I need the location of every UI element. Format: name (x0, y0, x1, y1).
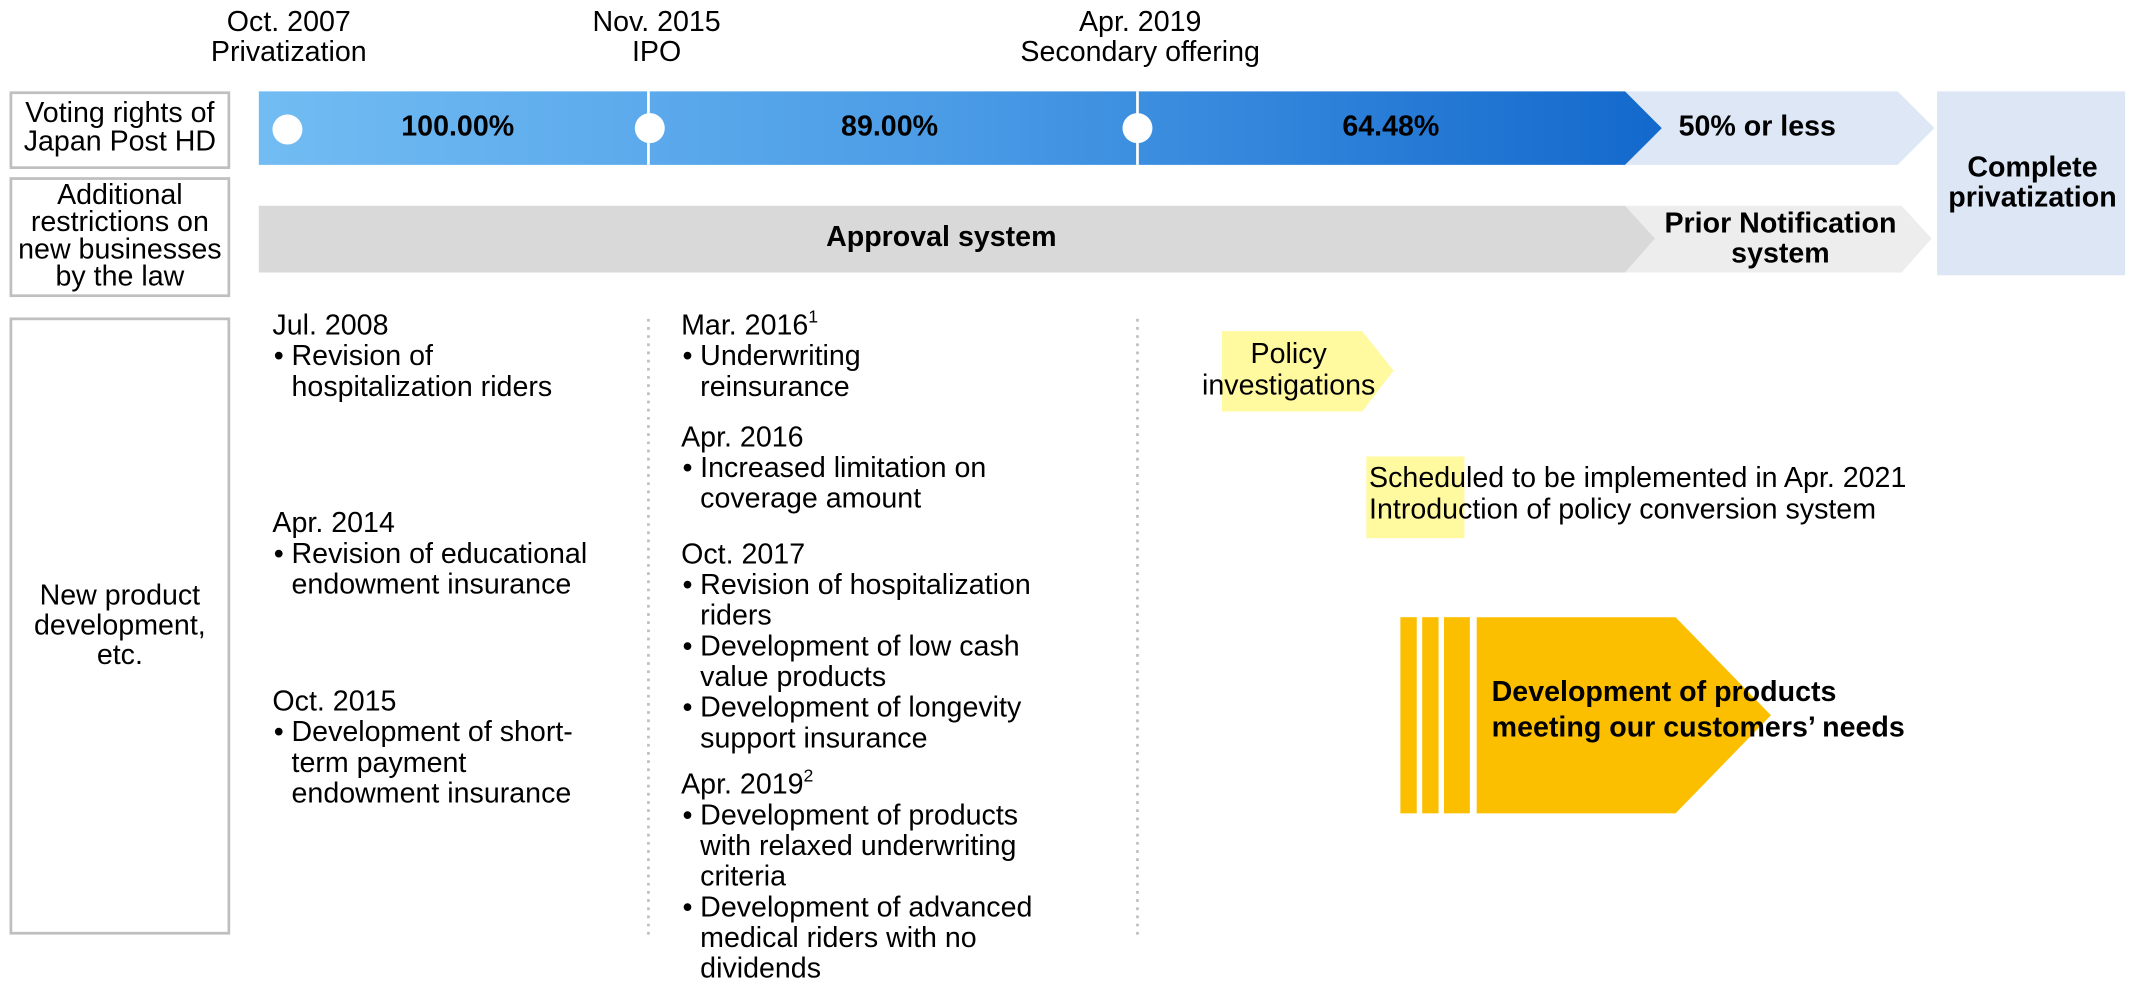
bullet: • (682, 692, 692, 724)
scheduled-text: Scheduled to be implemented in Apr. 2021 (1369, 462, 1906, 494)
entry-item: Revision of educational (292, 538, 588, 570)
goal-text: meeting our customers’ needs (1492, 711, 1905, 743)
label-box (9, 91, 231, 170)
entry-item: term payment (292, 747, 467, 779)
bullet: • (682, 799, 692, 831)
entry-item: Revision of (292, 340, 434, 372)
voting-value: 64.48% (1342, 111, 1439, 143)
footnote: 2 (804, 765, 814, 785)
entry-item: Revision of hospitalization (700, 569, 1031, 601)
entry-item: coverage amount (700, 483, 921, 515)
row-label: new businesses (18, 233, 221, 265)
bullet: • (682, 340, 692, 372)
row-label: Japan Post HD (24, 126, 216, 158)
milestone-date: Oct. 2007 (227, 6, 351, 38)
stage-label: system (1731, 237, 1830, 269)
entry-date: Apr. 2014 (272, 507, 395, 539)
bullet: • (274, 716, 284, 748)
entry-item: hospitalization riders (292, 371, 553, 403)
entry-date: Oct. 2015 (272, 686, 396, 718)
entry-item: Underwriting (700, 340, 861, 372)
bullet: • (274, 538, 284, 570)
row-label: Additional (57, 179, 183, 211)
bullet: • (682, 891, 692, 923)
entry-date: Mar. 20161 (681, 306, 818, 341)
stripe (1422, 617, 1439, 814)
bullet: • (682, 569, 692, 601)
row-label: restrictions on (31, 206, 209, 238)
entry-item: endowment insurance (292, 568, 572, 600)
voting-arrow-future (1625, 91, 1935, 165)
highlight (1366, 456, 1465, 539)
row-label: development, (34, 609, 206, 641)
entry-date: Apr. 2016 (681, 421, 803, 453)
final-label: privatization (1948, 182, 2116, 214)
bullet: • (274, 340, 284, 372)
label-box (9, 177, 231, 298)
scheduled-text: Introduction of policy conversion system (1369, 493, 1876, 525)
row-label: etc. (97, 639, 143, 671)
entry-item: Increased limitation on (700, 452, 986, 484)
row-label: by the law (56, 261, 185, 293)
final-box (1937, 91, 2126, 276)
voting-value: 89.00% (841, 111, 938, 143)
stripe (1443, 617, 1470, 814)
milestone-date: Nov. 2015 (592, 6, 720, 38)
entry-item: criteria (700, 861, 786, 893)
final-label: Complete (1967, 152, 2097, 184)
bullet: • (682, 630, 692, 662)
entry-date: Oct. 2017 (681, 538, 805, 570)
entry-item: Development of short- (292, 716, 573, 748)
entry-item: with relaxed underwriting (699, 830, 1016, 862)
entry-item: Development of products (700, 799, 1018, 831)
entry-item: Development of longevity (700, 692, 1022, 724)
stripe (1400, 617, 1417, 814)
footnote: 1 (808, 306, 818, 326)
approval-arrow (258, 205, 1656, 273)
notification-arrow (1625, 205, 1932, 273)
milestone-event: Secondary offering (1020, 36, 1260, 68)
entry-item: Development of advanced (700, 891, 1032, 923)
stage-label: Prior Notification (1664, 207, 1896, 239)
entry-item: riders (700, 600, 772, 632)
milestone-dot (1122, 113, 1153, 144)
milestone-event: IPO (632, 36, 681, 68)
policy-label: investigations (1202, 370, 1375, 402)
entry-item: dividends (700, 953, 821, 981)
policy-label: Policy (1251, 338, 1328, 370)
row-label: New product (40, 579, 201, 611)
goal-text: Development of products (1492, 676, 1837, 708)
voting-value: 100.00% (401, 111, 514, 143)
stage-label: Approval system (826, 221, 1056, 253)
milestone-dot (272, 114, 303, 145)
entry-item: medical riders with no (700, 922, 977, 954)
voting-value: 50% or less (1679, 111, 1836, 143)
label-box (9, 317, 231, 935)
milestone-dot (634, 113, 665, 144)
entry-item: support insurance (700, 722, 927, 754)
voting-arrow (258, 91, 1662, 165)
milestone-date: Apr. 2019 (1079, 6, 1201, 38)
goal-arrow (1476, 617, 1771, 814)
policy-arrow (1221, 331, 1394, 412)
bullet: • (682, 452, 692, 484)
entry-date: Apr. 20192 (681, 765, 813, 800)
entry-item: reinsurance (700, 371, 849, 403)
entry-item: Development of low cash (700, 630, 1019, 662)
entry-item: value products (700, 661, 886, 693)
milestone-event: Privatization (211, 36, 367, 68)
row-label: Voting rights of (25, 97, 214, 129)
entry-date: Jul. 2008 (272, 310, 388, 342)
entry-item: endowment insurance (292, 778, 572, 810)
